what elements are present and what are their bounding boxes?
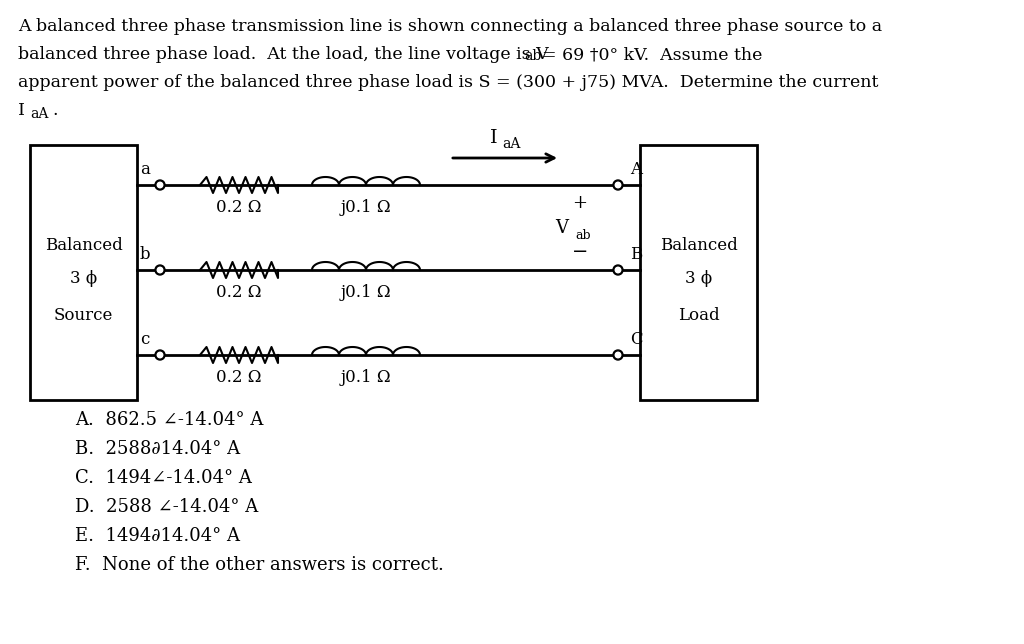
Text: C: C: [630, 330, 642, 348]
Text: B.  2588∂14.04° A: B. 2588∂14.04° A: [75, 440, 240, 458]
Text: 0.2 Ω: 0.2 Ω: [216, 368, 262, 386]
Text: aA: aA: [30, 107, 48, 121]
Text: 0.2 Ω: 0.2 Ω: [216, 283, 262, 301]
Text: E.  1494∂14.04° A: E. 1494∂14.04° A: [75, 527, 240, 545]
Text: b: b: [139, 245, 151, 263]
Text: I: I: [490, 129, 498, 147]
Circle shape: [613, 350, 623, 360]
Circle shape: [155, 265, 165, 275]
Text: I: I: [18, 102, 25, 119]
Circle shape: [615, 267, 621, 273]
Text: B: B: [630, 245, 642, 263]
Text: Source: Source: [54, 307, 114, 323]
Circle shape: [158, 352, 163, 358]
Text: D.  2588 ∠-14.04° A: D. 2588 ∠-14.04° A: [75, 498, 258, 516]
Text: A: A: [630, 160, 642, 178]
Circle shape: [155, 180, 165, 190]
Text: 3 ϕ: 3 ϕ: [70, 269, 97, 287]
Text: A.  862.5 ∠-14.04° A: A. 862.5 ∠-14.04° A: [75, 411, 263, 429]
Circle shape: [158, 267, 163, 273]
Text: aA: aA: [502, 137, 520, 151]
Text: A balanced three phase transmission line is shown connecting a balanced three ph: A balanced three phase transmission line…: [18, 18, 882, 35]
Text: Load: Load: [678, 307, 719, 323]
Text: = 69 †0° kV.  Assume the: = 69 †0° kV. Assume the: [542, 46, 763, 63]
Text: ab: ab: [575, 229, 591, 242]
Text: +: +: [572, 194, 588, 212]
Text: C.  1494∠-14.04° A: C. 1494∠-14.04° A: [75, 469, 252, 487]
Text: −: −: [571, 243, 588, 261]
Text: c: c: [140, 330, 150, 348]
Text: balanced three phase load.  At the load, the line voltage is V: balanced three phase load. At the load, …: [18, 46, 549, 63]
Text: apparent power of the balanced three phase load is S = (300 + j75) MVA.  Determi: apparent power of the balanced three pha…: [18, 74, 879, 91]
Text: j0.1 Ω: j0.1 Ω: [341, 198, 391, 216]
Text: ab: ab: [524, 49, 542, 63]
Text: j0.1 Ω: j0.1 Ω: [341, 368, 391, 386]
Circle shape: [155, 350, 165, 360]
Text: 0.2 Ω: 0.2 Ω: [216, 198, 262, 216]
Circle shape: [613, 265, 623, 275]
Circle shape: [158, 182, 163, 188]
Circle shape: [615, 352, 621, 358]
Text: 3 ϕ: 3 ϕ: [685, 269, 712, 287]
Text: a: a: [140, 160, 150, 178]
Text: V: V: [555, 218, 568, 236]
Text: Balanced: Balanced: [659, 236, 737, 254]
Bar: [640, 145, 757, 400]
Circle shape: [615, 182, 621, 188]
Bar: [30, 145, 137, 400]
Text: .: .: [52, 102, 57, 119]
Text: F.  None of the other answers is correct.: F. None of the other answers is correct.: [75, 556, 443, 574]
Circle shape: [613, 180, 623, 190]
Text: Balanced: Balanced: [45, 236, 123, 254]
Text: j0.1 Ω: j0.1 Ω: [341, 283, 391, 301]
